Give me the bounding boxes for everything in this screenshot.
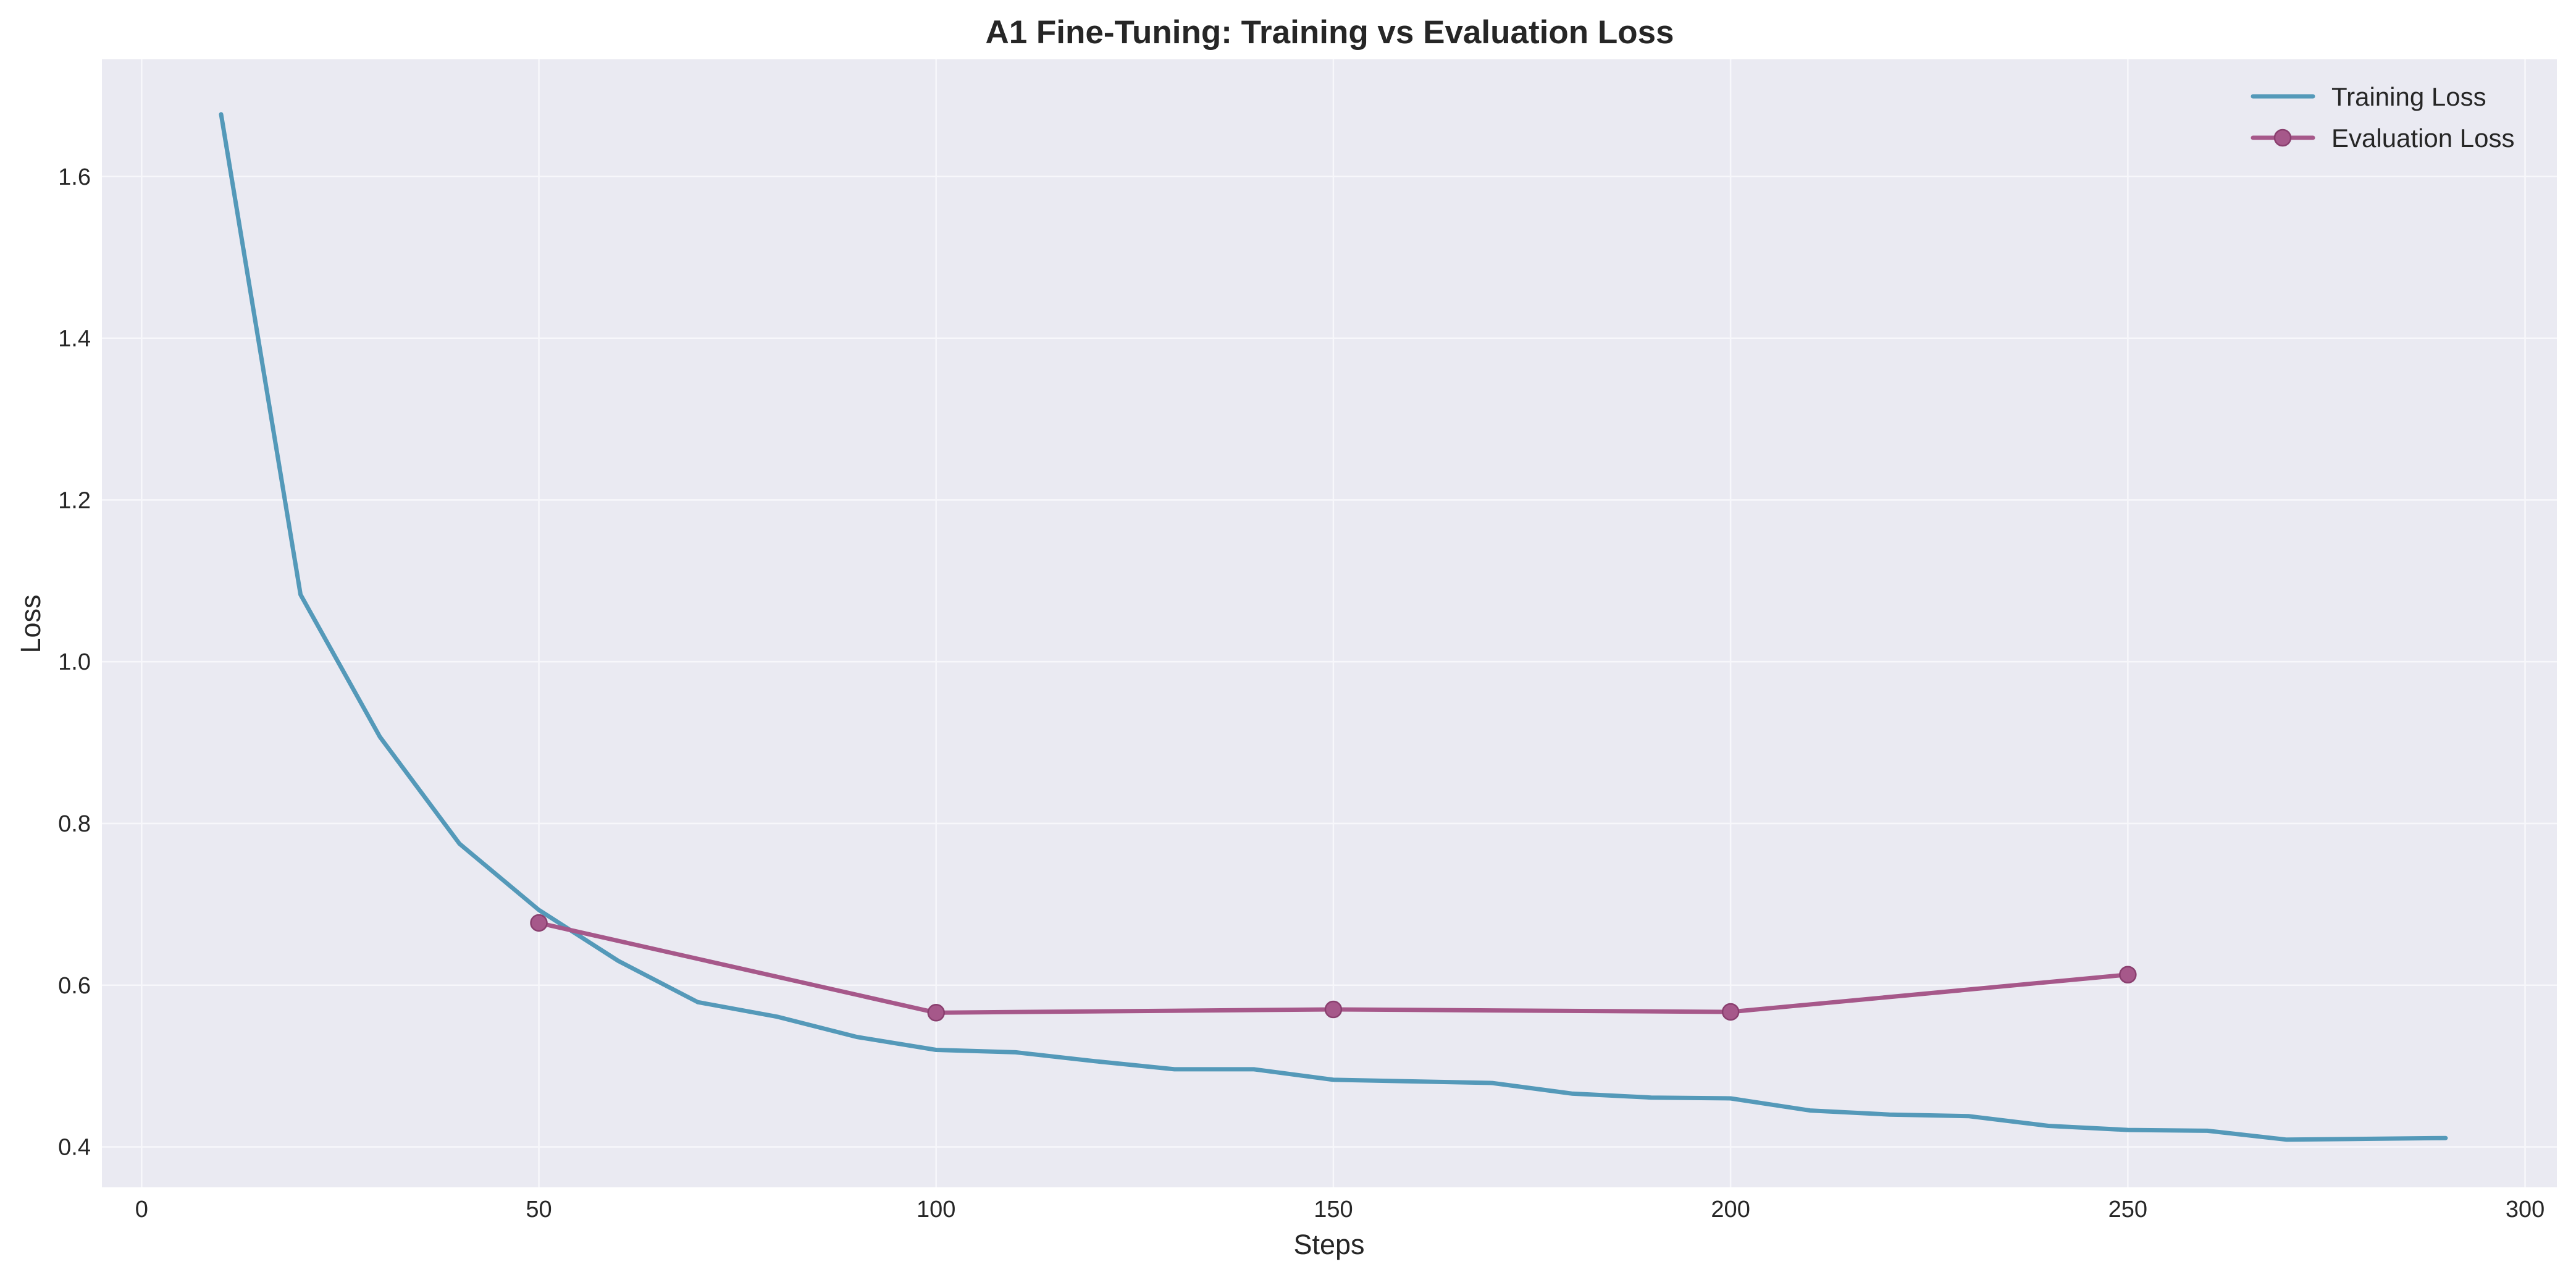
x-tick-label: 250 — [2108, 1197, 2147, 1223]
training-loss-line — [219, 112, 2448, 1142]
y-tick-label: 1.4 — [58, 326, 91, 352]
grid-lines — [102, 59, 2557, 1187]
legend-training-loss-label: Training Loss — [2331, 82, 2486, 111]
x-tick-label: 100 — [917, 1197, 955, 1223]
x-tick-label: 0 — [135, 1197, 148, 1223]
x-tick-label: 150 — [1314, 1197, 1353, 1223]
y-tick-label: 0.4 — [58, 1135, 91, 1161]
y-tick-label: 0.6 — [58, 973, 91, 999]
legend-evaluation-loss-marker — [2273, 128, 2292, 147]
tick-labels: 0 50 100 150 200 250 300 0.4 0.6 0.8 1.0 1.2 1.4 1.6 — [58, 164, 2545, 1223]
x-tick-label: 50 — [526, 1197, 552, 1223]
legend: Training Loss Evaluation Loss — [2251, 82, 2515, 153]
evaluation-loss-point — [2119, 966, 2137, 983]
evaluation-loss-point — [927, 1004, 945, 1022]
y-tick-label: 1.2 — [58, 487, 91, 513]
y-axis-label: Loss — [15, 594, 46, 653]
legend-evaluation-loss-label: Evaluation Loss — [2331, 124, 2515, 153]
plot-area — [102, 59, 2557, 1187]
y-tick-label: 0.8 — [58, 811, 91, 837]
x-axis-label: Steps — [1293, 1229, 1364, 1260]
y-tick-label: 1.6 — [58, 164, 91, 190]
series-layer — [219, 112, 2448, 1142]
evaluation-loss-point — [1721, 1003, 1740, 1021]
y-tick-label: 1.0 — [58, 649, 91, 675]
chart-title: A1 Fine-Tuning: Training vs Evaluation L… — [985, 14, 1674, 51]
x-tick-label: 300 — [2506, 1197, 2545, 1223]
evaluation-loss-point — [1324, 1000, 1343, 1019]
evaluation-loss-point — [530, 914, 548, 932]
x-tick-label: 200 — [1711, 1197, 1750, 1223]
